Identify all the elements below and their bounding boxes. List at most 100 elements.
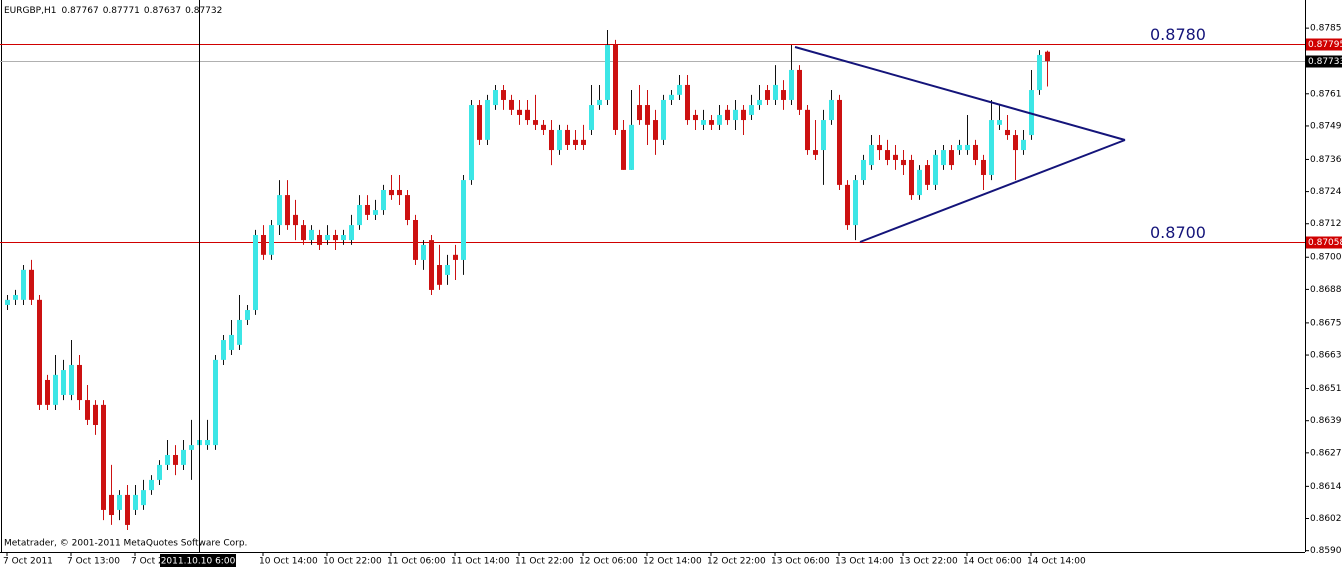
candle-body bbox=[1013, 135, 1018, 151]
candle-body bbox=[221, 340, 226, 360]
x-tick-label: 7 Oct 2011 bbox=[3, 557, 53, 567]
candle-body bbox=[741, 109, 746, 121]
candle-body bbox=[357, 204, 362, 226]
candle-body bbox=[829, 99, 834, 121]
candle-body bbox=[341, 235, 346, 241]
candle-body bbox=[549, 129, 554, 151]
candle-body bbox=[309, 229, 314, 241]
candle-body bbox=[541, 124, 546, 130]
candle-body bbox=[861, 159, 866, 181]
ohlc-close: 0.87732 bbox=[185, 6, 222, 16]
candle-body bbox=[949, 150, 954, 166]
x-tick-label: 13 Oct 22:00 bbox=[899, 557, 958, 567]
candle-body bbox=[997, 120, 1002, 125]
ohlc-high: 0.87771 bbox=[103, 6, 140, 16]
candle-body bbox=[565, 129, 570, 145]
candle-body bbox=[677, 84, 682, 95]
x-tick-label: 11 Oct 22:00 bbox=[515, 557, 574, 567]
candle-body bbox=[461, 180, 466, 260]
crosshair-label: 2011.10.10 6:00 bbox=[161, 557, 236, 567]
y-tick-label: 0.86635 bbox=[1310, 351, 1342, 361]
ohlc-open: 0.87767 bbox=[61, 6, 98, 16]
y-tick-label: 0.86145 bbox=[1310, 482, 1342, 492]
candle-body bbox=[213, 359, 218, 446]
candle-body bbox=[21, 269, 26, 300]
candle-body bbox=[485, 99, 490, 140]
candle-body bbox=[269, 225, 274, 255]
ohlc-low: 0.87637 bbox=[144, 6, 181, 16]
trendline bbox=[794, 46, 1126, 141]
price-box bbox=[1306, 38, 1342, 51]
candle-body bbox=[429, 240, 434, 290]
candle-body bbox=[389, 189, 394, 196]
x-tick-label: 10 Oct 14:00 bbox=[259, 557, 318, 567]
candle-body bbox=[909, 159, 914, 196]
price-box-label: 0.87795 bbox=[1308, 40, 1342, 50]
candle-body bbox=[277, 195, 282, 226]
candle-body bbox=[69, 364, 74, 395]
trendline bbox=[859, 139, 1126, 243]
candle-body bbox=[261, 235, 266, 255]
candle-body bbox=[533, 120, 538, 125]
candle-body bbox=[621, 129, 626, 170]
candle-body bbox=[373, 210, 378, 215]
candle-body bbox=[837, 99, 842, 185]
candle-body bbox=[589, 105, 594, 130]
candle-body bbox=[517, 109, 522, 115]
candle-body bbox=[1029, 90, 1034, 136]
candle-body bbox=[501, 90, 506, 100]
candle-body bbox=[349, 225, 354, 241]
candle-body bbox=[45, 379, 50, 405]
candle-body bbox=[173, 454, 178, 465]
candle-body bbox=[749, 105, 754, 115]
candle-body bbox=[125, 494, 130, 525]
y-tick-label: 0.85905 bbox=[1310, 546, 1342, 556]
candle-body bbox=[853, 180, 858, 226]
x-tick-label: 11 Oct 06:00 bbox=[387, 557, 446, 567]
candle-body bbox=[877, 144, 882, 151]
candle-body bbox=[453, 254, 458, 260]
candle-body bbox=[293, 214, 298, 226]
x-tick-label: 14 Oct 06:00 bbox=[963, 557, 1022, 567]
candle-body bbox=[85, 400, 90, 420]
candle-body bbox=[869, 144, 874, 166]
candle-body bbox=[189, 445, 194, 450]
candle-body bbox=[29, 269, 34, 300]
candle-body bbox=[53, 374, 58, 405]
candle-body bbox=[773, 84, 778, 100]
candle-body bbox=[421, 244, 426, 260]
x-tick-label: 7 Oct 13:00 bbox=[67, 557, 120, 567]
candle-body bbox=[981, 159, 986, 175]
price-box-label: 0.87058 bbox=[1308, 238, 1342, 248]
candle-body bbox=[405, 195, 410, 220]
x-tick-label: 11 Oct 14:00 bbox=[451, 557, 510, 567]
y-tick-label: 0.87365 bbox=[1310, 155, 1342, 165]
candle-body bbox=[61, 370, 66, 395]
candle-body bbox=[509, 99, 514, 110]
candle-body bbox=[813, 150, 818, 155]
candle-body bbox=[725, 109, 730, 121]
candle-body bbox=[397, 189, 402, 196]
footer: Metatrader, © 2001-2011 MetaQuotes Softw… bbox=[4, 539, 247, 549]
candle-body bbox=[301, 225, 306, 241]
candle-body bbox=[917, 169, 922, 196]
candle-body bbox=[437, 265, 442, 285]
candle-body bbox=[573, 139, 578, 145]
candle-body bbox=[901, 159, 906, 166]
candle-body bbox=[645, 105, 650, 125]
candle-body bbox=[381, 189, 386, 211]
candle-body bbox=[181, 449, 186, 465]
candle-body bbox=[797, 69, 802, 110]
candle-body bbox=[165, 454, 170, 465]
candle-body bbox=[629, 124, 634, 170]
candle-body bbox=[325, 235, 330, 241]
x-tick-label: 12 Oct 22:00 bbox=[707, 557, 766, 567]
candle-body bbox=[653, 120, 658, 140]
candle-body bbox=[765, 90, 770, 100]
chart-title: EURGBP,H1 0.87767 0.87771 0.87637 0.87732 bbox=[4, 6, 222, 16]
x-tick-label: 13 Oct 14:00 bbox=[835, 557, 894, 567]
